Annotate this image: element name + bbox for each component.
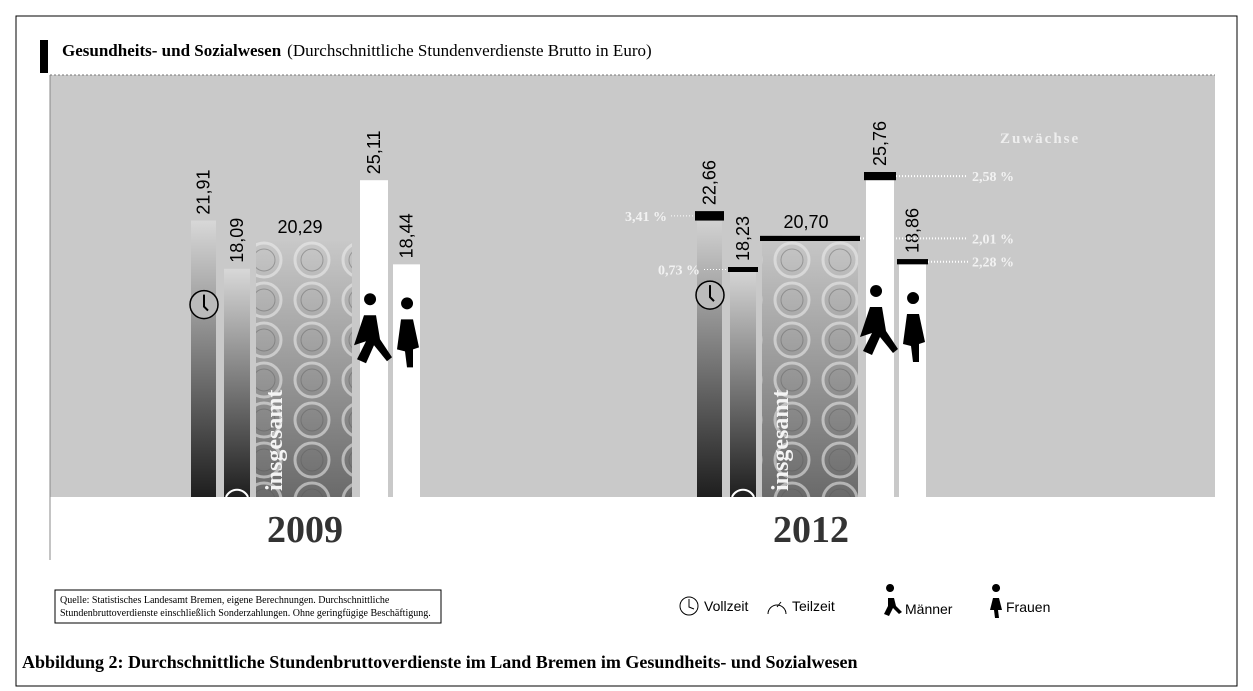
woman-icon	[397, 297, 419, 368]
legend-icon	[767, 604, 787, 615]
chart-title-line: Gesundheits- und Sozialwesen (Durchschnit…	[62, 41, 652, 60]
growth-label: 2,01 %	[972, 232, 1014, 247]
value-label: 21,91	[194, 170, 214, 215]
value-label: 22,66	[700, 160, 720, 205]
title-marker	[40, 40, 48, 73]
legend-icon	[884, 584, 902, 616]
chart-subtitle: (Durchschnittliche Stundenverdienste Bru…	[287, 41, 651, 60]
bar	[224, 268, 250, 497]
bar-category-label: insgesamt	[768, 390, 794, 491]
bar	[697, 211, 722, 497]
clock-icon	[709, 285, 715, 302]
bar	[730, 267, 756, 497]
value-label: 20,70	[783, 212, 828, 232]
growth-mark	[728, 267, 758, 273]
growth-label: 0,73 %	[658, 264, 700, 279]
value-label: 18,09	[227, 218, 247, 263]
group-label: 2009	[267, 509, 343, 551]
growth-mark	[760, 235, 860, 242]
value-label: 25,76	[870, 121, 890, 166]
legend: Vollzeit Teilzeit Männer Frauen	[679, 584, 1050, 618]
value-label: 25,11	[364, 130, 384, 174]
legend-label: Frauen	[1006, 599, 1050, 615]
chart-title: Gesundheits- und Sozialwesen	[62, 41, 282, 60]
man-icon	[860, 285, 898, 355]
source-box	[54, 589, 442, 624]
legend-label: Teilzeit	[792, 598, 835, 614]
legend-icon	[688, 599, 695, 610]
growth-label: 2,58 %	[972, 170, 1014, 185]
man-icon	[354, 293, 392, 364]
growth-mark	[695, 211, 724, 221]
value-label: 18,44	[397, 213, 417, 258]
bar-category-label: insgesamt	[262, 390, 288, 491]
source-line: Quelle: Statistisches Landesamt Bremen, …	[60, 595, 390, 606]
value-label: 18,23	[733, 216, 753, 261]
growth-mark	[897, 259, 928, 265]
growth-label: 2,28 %	[972, 256, 1014, 271]
value-label: 20,29	[277, 217, 322, 237]
value-label: 18,86	[903, 208, 923, 253]
clock-icon	[225, 488, 249, 498]
bar-texture	[256, 241, 352, 497]
caption: Abbildung 2: Durchschnittliche Stundenbr…	[22, 652, 857, 672]
clock-icon	[203, 294, 209, 312]
legend-icon	[990, 584, 1002, 618]
legend-label: Männer	[905, 601, 953, 617]
frame	[15, 15, 1238, 687]
bar	[191, 220, 216, 497]
bar-texture	[762, 235, 858, 497]
legend-icon	[776, 601, 782, 608]
growth-title: Zuwächse	[1000, 131, 1080, 147]
woman-icon	[903, 292, 925, 363]
group-label: 2012	[773, 509, 849, 551]
clock-icon	[731, 488, 755, 498]
legend-label: Vollzeit	[704, 598, 748, 614]
growth-mark	[864, 172, 896, 181]
source-line: Stundenbruttoverdienste einschließlich S…	[60, 608, 431, 619]
growth-label: 3,41 %	[625, 210, 667, 225]
